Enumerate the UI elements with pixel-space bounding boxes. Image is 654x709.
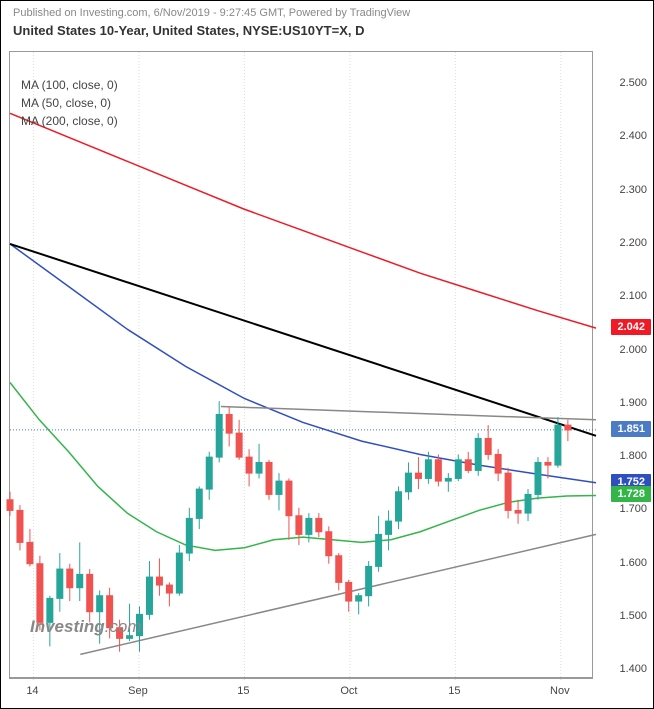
y-tick: 2.000 (619, 344, 647, 356)
investing-logo: Investing.com (30, 617, 141, 637)
chart-title: United States 10-Year, United States, NY… (1, 21, 653, 40)
price-label: 2.042 (611, 319, 651, 335)
chart-canvas (10, 52, 592, 677)
ma50-label: MA (50, close, 0) (21, 94, 118, 112)
y-tick: 2.500 (619, 77, 647, 89)
y-tick: 1.800 (619, 450, 647, 462)
ma100-label: MA (100, close, 0) (21, 76, 118, 94)
y-tick: 2.100 (619, 290, 647, 302)
chart-container: Published on Investing.com, 6/Nov/2019 -… (0, 0, 654, 709)
y-tick: 2.400 (619, 130, 647, 142)
x-tick: Oct (340, 685, 357, 697)
y-tick: 1.600 (619, 557, 647, 569)
x-axis: 14 Sep 15 Oct 15 Nov (9, 678, 593, 708)
y-tick: 1.700 (619, 503, 647, 515)
ma-legend: MA (100, close, 0) MA (50, close, 0) MA … (21, 76, 118, 130)
x-tick: Sep (128, 685, 148, 697)
publish-header: Published on Investing.com, 6/Nov/2019 -… (1, 1, 653, 21)
x-tick: 15 (448, 685, 460, 697)
x-tick: Nov (550, 685, 570, 697)
chart-plot-area[interactable]: Investing.com (9, 51, 593, 678)
y-tick: 2.200 (619, 237, 647, 249)
ma200-label: MA (200, close, 0) (21, 112, 118, 130)
y-tick: 1.400 (619, 663, 647, 675)
y-tick: 1.900 (619, 397, 647, 409)
price-label: 1.851 (611, 421, 651, 437)
x-tick: 15 (237, 685, 249, 697)
price-label: 1.728 (611, 486, 651, 502)
logo-suffix: .com (105, 617, 142, 636)
logo-main: Investing (30, 617, 105, 636)
x-tick: 14 (26, 685, 38, 697)
y-tick: 2.300 (619, 184, 647, 196)
y-axis: 1.400 1.500 1.600 1.700 1.800 1.900 2.000 2.100… (593, 51, 653, 678)
y-tick: 1.500 (619, 610, 647, 622)
